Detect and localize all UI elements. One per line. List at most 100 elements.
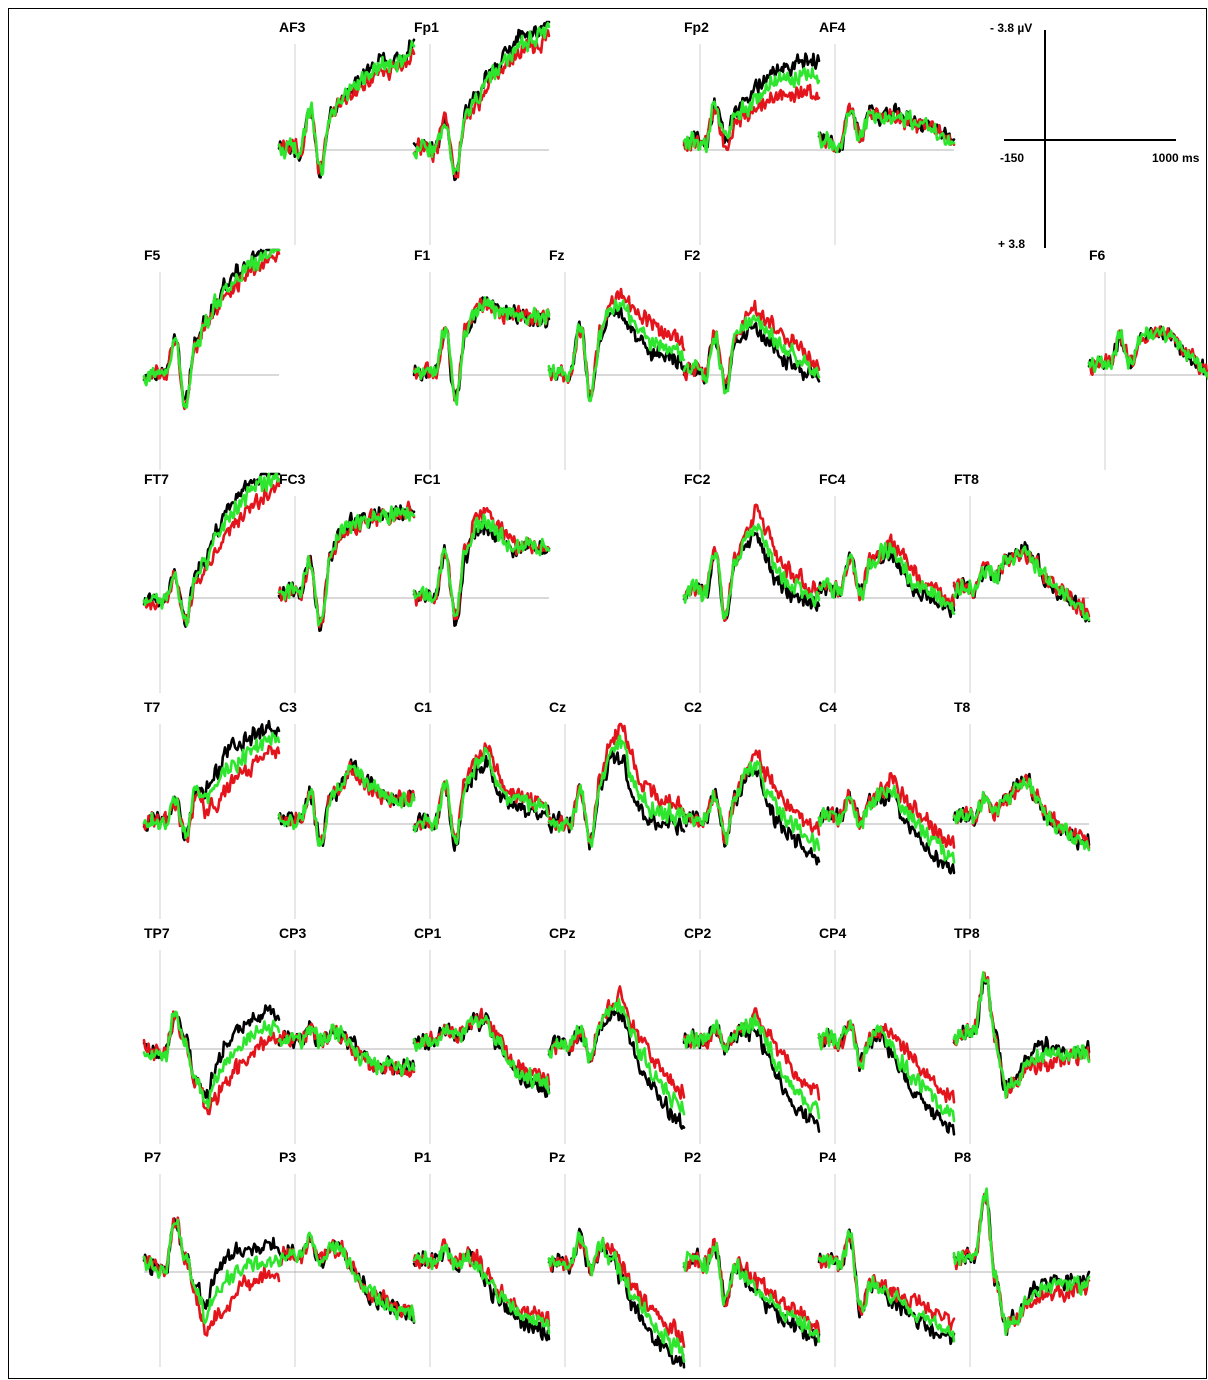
channel-label: Fp2 xyxy=(684,19,709,35)
channel-p3: P3 xyxy=(277,1149,416,1367)
channel-trace-green xyxy=(682,523,821,620)
channel-c3: C3 xyxy=(277,699,416,919)
channel-fp1: Fp1 xyxy=(412,19,551,245)
channel-trace-green xyxy=(142,472,281,627)
channel-trace-green xyxy=(142,1218,281,1325)
channel-trace-red xyxy=(817,1234,956,1332)
channel-f5: F5 xyxy=(142,247,281,470)
channel-trace-green xyxy=(1087,326,1208,380)
channel-trace-black xyxy=(547,748,686,851)
channel-trace-green xyxy=(817,1019,956,1123)
channel-label: FT8 xyxy=(954,471,979,487)
scale-right-label: 1000 ms xyxy=(1152,151,1200,165)
channel-label: C1 xyxy=(414,699,432,715)
channel-label: F5 xyxy=(144,247,161,263)
channel-t7: T7 xyxy=(142,699,281,919)
channel-label: T8 xyxy=(954,699,971,715)
channel-trace-green xyxy=(682,1242,821,1343)
figure-frame xyxy=(8,8,1207,1379)
channel-trace-green xyxy=(277,40,416,177)
channel-trace-green xyxy=(412,296,551,406)
channel-trace-black xyxy=(547,1227,686,1369)
channel-label: FC4 xyxy=(819,471,846,487)
channel-trace-black xyxy=(412,520,551,627)
channel-trace-green xyxy=(277,1023,416,1077)
channel-label: T7 xyxy=(144,699,161,715)
channel-f6: F6 xyxy=(1087,247,1208,470)
channel-label: Fp1 xyxy=(414,19,439,35)
channel-trace-green xyxy=(682,760,821,852)
channel-trace-green xyxy=(952,545,1091,622)
channel-label: F6 xyxy=(1089,247,1106,263)
channel-trace-red xyxy=(952,549,1091,620)
channel-trace-red xyxy=(817,1020,956,1104)
channel-trace-green xyxy=(547,299,686,403)
channel-label: P3 xyxy=(279,1149,296,1165)
channel-label: Fz xyxy=(549,247,565,263)
channel-trace-black xyxy=(142,472,281,628)
channel-trace-green xyxy=(277,764,416,847)
channel-trace-red xyxy=(682,299,821,385)
channel-label: AF4 xyxy=(819,19,846,35)
channel-label: P2 xyxy=(684,1149,701,1165)
channel-label: C3 xyxy=(279,699,297,715)
channel-trace-red xyxy=(547,287,686,398)
channel-trace-green xyxy=(952,1187,1091,1336)
channel-label: FC1 xyxy=(414,471,441,487)
scale-bottom-label: + 3.8 xyxy=(998,237,1025,251)
channel-trace-green xyxy=(412,21,551,176)
channel-p1: P1 xyxy=(412,1149,551,1367)
channel-c2: C2 xyxy=(682,699,821,919)
channel-label: Pz xyxy=(549,1149,565,1165)
channel-label: F1 xyxy=(414,247,431,263)
channel-trace-green xyxy=(817,784,956,864)
channel-cpz: CPz xyxy=(547,925,686,1144)
channel-ft8: FT8 xyxy=(952,471,1091,693)
channel-trace-green xyxy=(817,541,956,615)
channel-label: CPz xyxy=(549,925,575,941)
channel-cp3: CP3 xyxy=(277,925,416,1144)
channel-trace-green xyxy=(142,248,281,409)
channel-af3: AF3 xyxy=(277,19,416,245)
channel-af4: AF4 xyxy=(817,19,956,245)
channel-trace-red xyxy=(412,1238,551,1327)
channel-label: P8 xyxy=(954,1149,971,1165)
channel-trace-green xyxy=(142,1010,281,1109)
channel-trace-red xyxy=(142,1216,281,1337)
channel-cp2: CP2 xyxy=(682,925,821,1144)
channel-trace-green xyxy=(547,734,686,848)
scale-legend: - 3.8 µV + 3.8 -150 1000 ms xyxy=(990,21,1200,251)
channel-trace-green xyxy=(817,109,956,154)
channel-trace-green xyxy=(277,505,416,627)
channel-trace-red xyxy=(142,249,281,411)
channel-trace-black xyxy=(142,1004,281,1102)
channel-label: CP2 xyxy=(684,925,711,941)
channel-fc2: FC2 xyxy=(682,471,821,693)
channel-c1: C1 xyxy=(412,699,551,919)
channel-p8: P8 xyxy=(952,1149,1091,1367)
channel-ft7: FT7 xyxy=(142,471,281,693)
channel-label: TP8 xyxy=(954,925,980,941)
channel-label: AF3 xyxy=(279,19,306,35)
channel-trace-red xyxy=(412,29,551,179)
channel-label: TP7 xyxy=(144,925,170,941)
channel-fc4: FC4 xyxy=(817,471,956,693)
channel-fp2: Fp2 xyxy=(682,19,821,245)
channel-trace-green xyxy=(682,66,821,154)
channel-trace-green xyxy=(412,1014,551,1095)
channel-label: Cz xyxy=(549,699,566,715)
channel-p4: P4 xyxy=(817,1149,956,1367)
channel-trace-green xyxy=(277,1231,416,1323)
channel-trace-green xyxy=(547,997,686,1116)
channel-trace-green xyxy=(682,1013,821,1120)
channel-p2: P2 xyxy=(682,1149,821,1367)
channel-fc1: FC1 xyxy=(412,471,551,693)
channel-label: CP4 xyxy=(819,925,846,941)
channel-trace-black xyxy=(412,1011,551,1098)
channel-f2: F2 xyxy=(682,247,821,470)
channel-cz: Cz xyxy=(547,699,686,919)
channel-p7: P7 xyxy=(142,1149,281,1367)
channel-label: FC2 xyxy=(684,471,711,487)
channel-trace-green xyxy=(412,513,551,618)
